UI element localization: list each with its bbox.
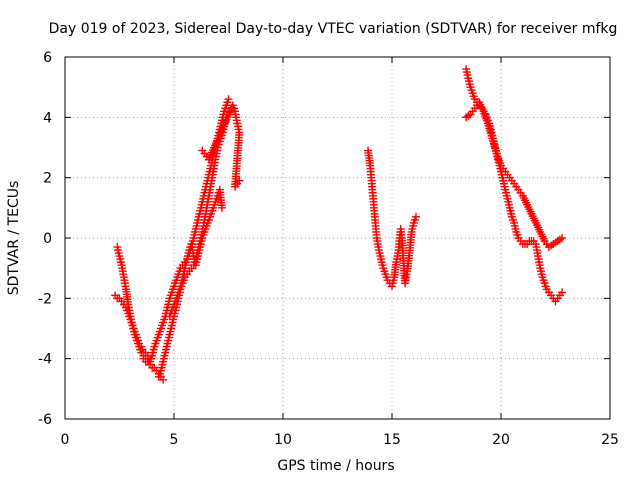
data-point [235,176,244,185]
y-tick-labels: -6 -4 -2 0 2 4 6 [38,50,52,428]
x-tick-label: 20 [492,432,510,448]
data-point [558,234,567,242]
y-tick-label: -6 [38,412,52,428]
y-tick-label: 0 [43,231,52,247]
chart-title: Day 019 of 2023, Sidereal Day-to-day VTE… [49,21,618,37]
series-early-decline [113,243,168,384]
x-tick-label: 10 [274,432,292,448]
x-axis-label: GPS time / hours [277,458,394,474]
y-tick-label: 6 [43,50,52,66]
x-tick-label: 25 [601,432,619,448]
series-early-cluster [111,291,155,363]
series-evening-b [462,98,567,252]
x-tick-label: 0 [61,432,70,448]
y-tick-label: 2 [43,171,52,187]
grid-layer [65,57,610,419]
y-tick-label: 4 [43,110,52,126]
series-late-fragments [198,101,244,191]
data-points-layer [111,65,567,384]
data-point [224,95,233,104]
x-tick-label: 15 [383,432,401,448]
series-evening-a [462,65,567,306]
x-tick-label: 5 [170,432,179,448]
x-tick-labels: 0 5 10 15 20 25 [61,432,619,448]
data-point [159,375,168,384]
y-tick-label: -4 [38,352,52,368]
y-tick-label: -2 [38,291,52,307]
ticks-layer [64,56,611,420]
data-point [558,288,567,297]
series-midday [364,146,420,291]
series-rise-c [165,185,226,321]
y-axis-label: SDTVAR / TECUs [6,181,22,296]
data-point [411,212,420,221]
data-point [217,203,226,212]
